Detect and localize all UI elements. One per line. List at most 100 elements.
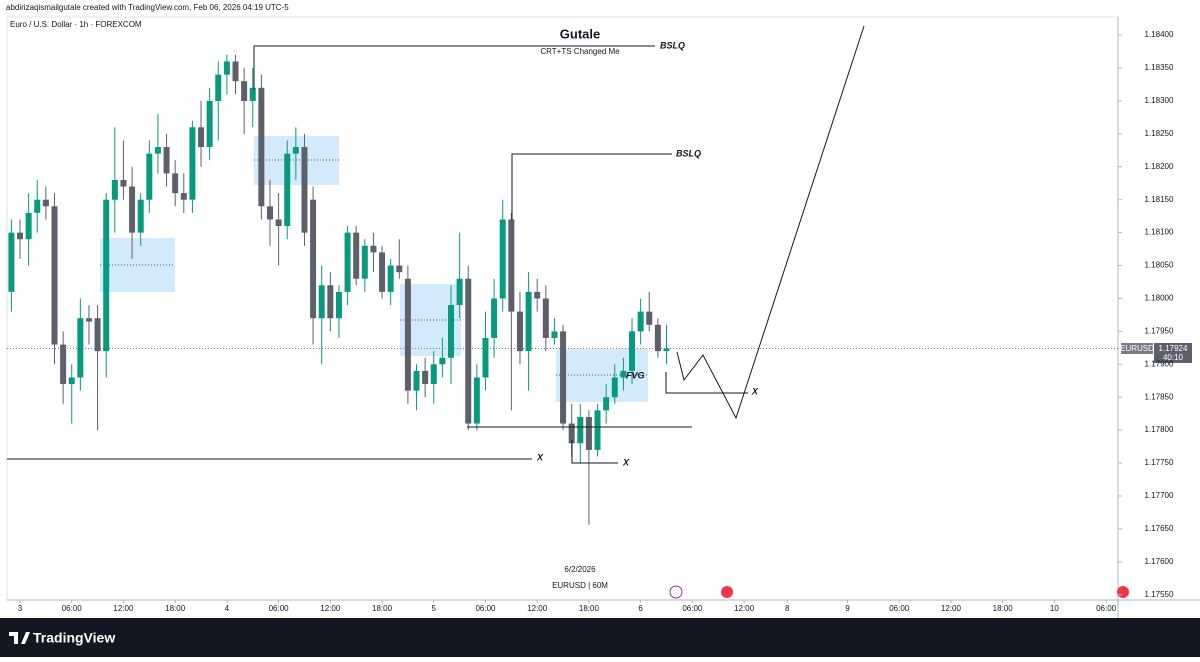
level-line <box>253 45 655 90</box>
candle-body <box>473 377 480 424</box>
y-tick-label: 1.17900 <box>1145 359 1174 368</box>
event-icon[interactable] <box>669 585 683 599</box>
y-tick-label: 1.18350 <box>1145 63 1174 72</box>
x-tick-label: 06:00 <box>889 604 910 613</box>
candle-body <box>361 245 368 279</box>
y-tick-label: 1.18200 <box>1145 162 1174 171</box>
x-tick-label: 8 <box>785 604 790 613</box>
candle-body <box>34 199 41 213</box>
countdown: 40:10 <box>1163 353 1184 362</box>
x-tick-label: 18:00 <box>579 604 600 613</box>
brand-logo <box>9 632 30 644</box>
level-line <box>665 372 748 394</box>
candle-body <box>456 278 463 306</box>
candle-body <box>422 370 429 385</box>
candle-body <box>482 337 489 378</box>
projection-path <box>676 25 865 420</box>
candle-body <box>551 331 558 338</box>
y-tick-label: 1.18400 <box>1145 30 1174 39</box>
price-tag: EURUSD 1.17924 40:10 <box>1120 343 1192 363</box>
x-tick-label: 18:00 <box>993 604 1014 613</box>
candle-body <box>448 305 455 358</box>
candle-body <box>404 278 411 391</box>
candle-body <box>111 179 118 200</box>
drawings <box>7 25 865 464</box>
x-tick-label: 18:00 <box>165 604 186 613</box>
candle-body <box>51 206 58 345</box>
x-tick-label: 06:00 <box>62 604 83 613</box>
annotation: X <box>536 452 544 462</box>
candle-body <box>344 232 351 292</box>
x-tick-label: 12:00 <box>734 604 755 613</box>
candle-body <box>154 147 161 154</box>
candle-body <box>585 416 592 450</box>
candle-body <box>620 370 627 378</box>
annotation: BSLQ <box>676 148 701 158</box>
candle-body <box>646 311 653 325</box>
candle-body <box>327 285 334 319</box>
candle-body <box>120 179 127 187</box>
x-tick-label: 12:00 <box>113 604 134 613</box>
event-icon[interactable] <box>721 586 733 598</box>
candles <box>8 54 670 525</box>
candle-body <box>525 291 532 352</box>
y-tick-label: 1.18250 <box>1145 129 1174 138</box>
candle-body <box>146 153 153 200</box>
x-tick-label: 06:00 <box>475 604 496 613</box>
y-tick-label: 1.17700 <box>1145 491 1174 500</box>
y-tick-label: 1.17950 <box>1145 326 1174 335</box>
candle-body <box>137 199 144 233</box>
x-tick-label: 10 <box>1050 604 1059 613</box>
candle-body <box>318 285 325 319</box>
x-tick-label: 06:00 <box>1096 604 1117 613</box>
candle-body <box>223 61 230 75</box>
symbol-title: Euro / U.S. Dollar · 1h · FOREXCOM <box>10 20 142 29</box>
candle-body <box>77 318 84 378</box>
candle-body <box>629 331 636 371</box>
candle-body <box>163 147 170 174</box>
candle-body <box>654 324 661 352</box>
x-tick-label: 12:00 <box>527 604 548 613</box>
y-tick-label: 1.17750 <box>1145 458 1174 467</box>
x-tick-label: 18:00 <box>372 604 393 613</box>
candle-body <box>491 298 498 338</box>
candle-body <box>215 74 222 101</box>
candle-body <box>637 311 644 332</box>
brand: TradingView <box>33 630 115 646</box>
candle-body <box>310 199 317 319</box>
candle-body <box>396 265 403 273</box>
candle-body <box>172 173 179 194</box>
x-tick-label: 9 <box>845 604 850 613</box>
candle-body <box>103 199 110 352</box>
chart-title: Gutale <box>560 26 600 41</box>
candle-body <box>663 348 670 352</box>
date-label: 6/2/2026 <box>564 565 596 574</box>
candle-body <box>42 199 49 207</box>
candle-body <box>534 291 541 299</box>
candle-body <box>542 298 549 338</box>
candle-body <box>413 370 420 391</box>
chart-subtitle: CRT+TS Changed Me <box>540 47 620 56</box>
candle-body <box>568 423 575 444</box>
symbol-tag-box <box>1121 343 1153 354</box>
candle-body <box>560 331 567 424</box>
annotation: BSLQ <box>660 40 685 50</box>
candle-body <box>603 397 610 411</box>
candle-body <box>301 147 308 233</box>
annotation: X <box>622 457 630 467</box>
annotation: FVG <box>626 370 645 380</box>
x-tick-label: 4 <box>225 604 230 613</box>
credit: abdirizaqismailgutale created with Tradi… <box>6 3 289 12</box>
candle-body <box>129 186 136 233</box>
candle-body <box>353 232 360 279</box>
event-icon[interactable] <box>1117 586 1129 598</box>
candle-body <box>68 377 75 385</box>
level-line <box>571 440 618 464</box>
candle-body <box>17 232 24 240</box>
interval-label: EURUSD | 60M <box>552 581 608 590</box>
y-tick-label: 1.18000 <box>1145 294 1174 303</box>
y-tick-label: 1.17600 <box>1145 557 1174 566</box>
y-tick-label: 1.18300 <box>1145 96 1174 105</box>
